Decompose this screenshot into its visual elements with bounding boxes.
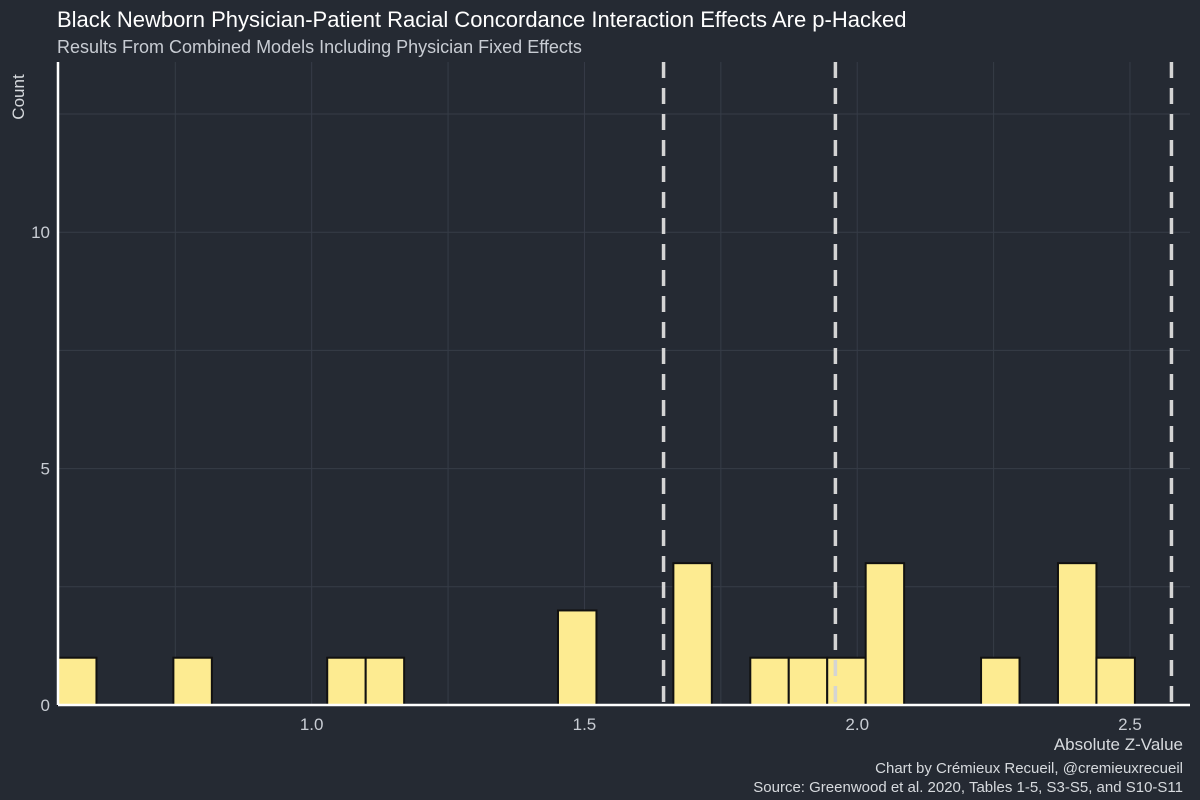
x-axis-label: Absolute Z-Value bbox=[1054, 735, 1183, 754]
x-tick-label: 2.0 bbox=[845, 715, 869, 734]
histogram-bar bbox=[980, 656, 1021, 706]
histogram-bar bbox=[556, 609, 598, 706]
histogram-bar bbox=[364, 656, 406, 706]
chart-title: Black Newborn Physician-Patient Racial C… bbox=[57, 7, 906, 32]
x-tick-label: 1.0 bbox=[300, 715, 324, 734]
x-tick-label: 1.5 bbox=[573, 715, 597, 734]
histogram-bar bbox=[672, 562, 713, 706]
histogram-bars bbox=[57, 562, 1136, 706]
grid-lines bbox=[58, 62, 1190, 705]
y-tick-label: 10 bbox=[31, 223, 50, 242]
reference-lines bbox=[661, 62, 1174, 705]
histogram-bar bbox=[326, 656, 367, 706]
y-tick-label: 5 bbox=[41, 460, 50, 479]
histogram-bar bbox=[864, 562, 906, 706]
chart-subtitle: Results From Combined Models Including P… bbox=[57, 37, 582, 57]
chart-credit: Chart by Crémieux Recueil, @cremieuxrecu… bbox=[875, 760, 1183, 777]
histogram-bar bbox=[1095, 656, 1136, 706]
axes bbox=[56, 62, 1190, 707]
histogram-bar bbox=[826, 656, 867, 706]
chart-source: Source: Greenwood et al. 2020, Tables 1-… bbox=[753, 779, 1183, 796]
x-tick-label: 2.5 bbox=[1118, 715, 1142, 734]
histogram-bar bbox=[749, 656, 790, 706]
tick-labels: 1.0 1.5 2.0 2.5 0 5 10 bbox=[31, 223, 1142, 734]
histogram-bar bbox=[172, 656, 213, 706]
y-tick-label: 0 bbox=[41, 696, 50, 715]
y-axis-label: Count bbox=[9, 74, 28, 120]
histogram-bar bbox=[787, 656, 829, 706]
histogram-bar bbox=[57, 656, 98, 706]
histogram-bar bbox=[1056, 562, 1098, 706]
